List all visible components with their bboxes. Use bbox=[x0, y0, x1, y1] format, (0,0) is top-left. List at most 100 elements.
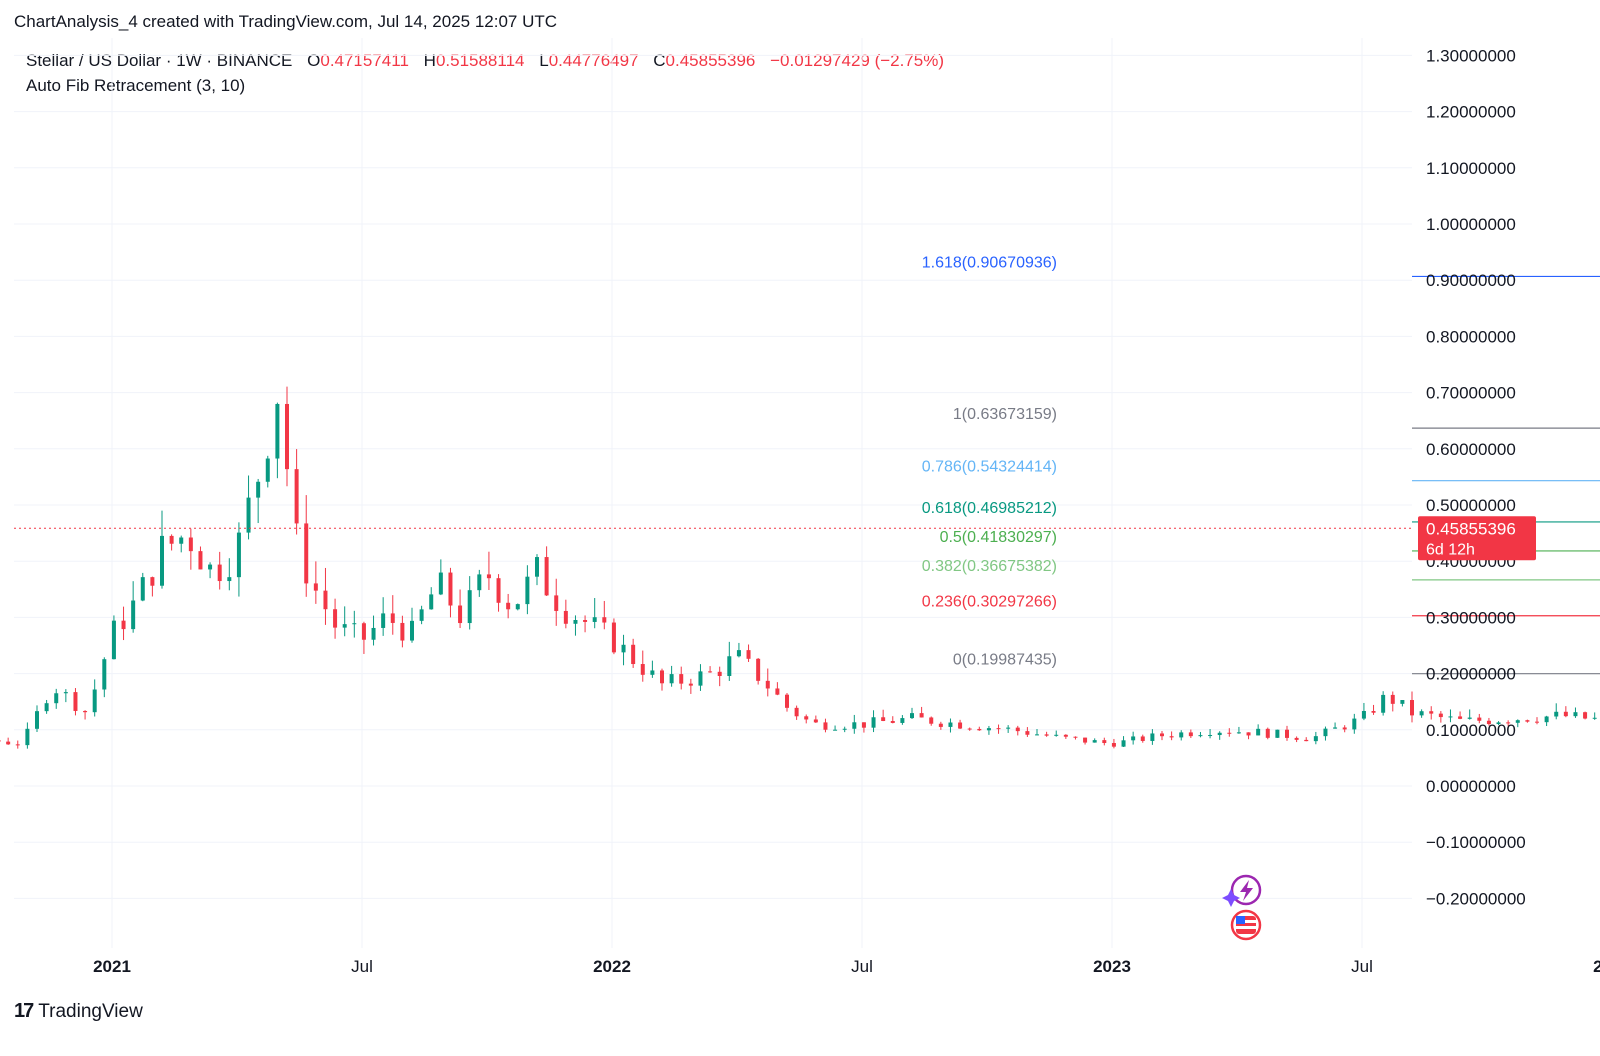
candle bbox=[1188, 729, 1193, 739]
candle bbox=[35, 705, 39, 732]
candle-body bbox=[150, 577, 155, 586]
tradingview-logo-icon: 17 bbox=[14, 1000, 34, 1022]
candle bbox=[227, 558, 232, 591]
time-tick-label: Jul bbox=[351, 957, 373, 976]
candle bbox=[1583, 711, 1588, 720]
time-axis[interactable]: 2021Jul2022Jul2023Jul2024Jul2025Jul2026 bbox=[93, 957, 1600, 976]
candle bbox=[1563, 706, 1568, 718]
candle-body bbox=[140, 577, 145, 601]
candle-body bbox=[313, 583, 318, 591]
candle-body bbox=[929, 717, 934, 724]
candle bbox=[1525, 719, 1530, 723]
candle-body bbox=[717, 671, 722, 677]
candle-body bbox=[1073, 736, 1078, 738]
candle bbox=[467, 576, 472, 630]
candle bbox=[958, 719, 963, 730]
candle bbox=[1179, 730, 1184, 741]
candle bbox=[496, 574, 501, 612]
candle bbox=[861, 722, 866, 733]
candle bbox=[977, 726, 982, 731]
candle-body bbox=[294, 469, 299, 524]
price-tick-label: 0.00000000 bbox=[1426, 777, 1516, 796]
candle-body bbox=[1458, 716, 1463, 719]
current-price-badge[interactable] bbox=[1418, 516, 1536, 561]
candle bbox=[1121, 736, 1126, 747]
candle bbox=[1486, 717, 1491, 726]
candle-body bbox=[1111, 743, 1116, 747]
candle bbox=[15, 740, 20, 749]
candle-body bbox=[544, 557, 549, 596]
candle-body bbox=[63, 692, 68, 694]
candle-body bbox=[1477, 717, 1482, 721]
candle bbox=[400, 615, 405, 648]
candle-body bbox=[1554, 711, 1559, 717]
candle bbox=[650, 660, 655, 678]
candle bbox=[506, 593, 511, 619]
candle-body bbox=[73, 692, 78, 711]
candle bbox=[1092, 738, 1097, 743]
price-tick-label: 0.60000000 bbox=[1426, 440, 1516, 459]
candle-body bbox=[410, 620, 414, 641]
indicator-label[interactable]: Auto Fib Retracement (3, 10) bbox=[26, 76, 246, 95]
candle-body bbox=[1400, 700, 1405, 704]
candle-body bbox=[1044, 734, 1049, 736]
candle-body bbox=[25, 728, 30, 746]
candle-body bbox=[611, 622, 616, 653]
candle-body bbox=[1035, 734, 1039, 736]
candle-body bbox=[1371, 711, 1376, 713]
lightning-icon[interactable] bbox=[1222, 874, 1262, 907]
candle bbox=[1275, 729, 1280, 738]
candle-body bbox=[1054, 734, 1059, 736]
candle bbox=[1169, 731, 1174, 741]
candle-body bbox=[583, 620, 588, 622]
candle-body bbox=[1217, 732, 1222, 736]
candle-body bbox=[967, 728, 972, 730]
candle bbox=[1410, 691, 1414, 723]
tradingview-branding[interactable]: 17 TradingView bbox=[14, 1000, 143, 1023]
price-axis[interactable]: 1.30000000 1.20000000 1.10000000 1.00000000… bbox=[1418, 46, 1536, 908]
candle bbox=[1544, 715, 1549, 727]
candle-body bbox=[804, 716, 809, 720]
candle-body bbox=[111, 620, 116, 660]
candle-body bbox=[352, 623, 357, 625]
candle bbox=[698, 664, 703, 691]
candle-body bbox=[515, 604, 520, 610]
candle-body bbox=[861, 722, 866, 728]
price-tick-label: 0.10000000 bbox=[1426, 721, 1516, 740]
candle-body bbox=[188, 537, 193, 552]
candle bbox=[1111, 738, 1116, 749]
candle bbox=[1352, 713, 1357, 734]
candle bbox=[660, 668, 664, 691]
candle-body bbox=[323, 590, 328, 610]
candle-body bbox=[1486, 720, 1491, 725]
candle bbox=[881, 709, 886, 722]
candle-body bbox=[1496, 722, 1501, 725]
candle-body bbox=[986, 728, 991, 731]
candle-body bbox=[1506, 722, 1511, 724]
price-tick-label: −0.20000000 bbox=[1426, 889, 1526, 908]
price-tick-label: 1.30000000 bbox=[1426, 46, 1516, 65]
candle-body bbox=[669, 674, 674, 684]
candle bbox=[525, 565, 530, 615]
candle bbox=[631, 638, 636, 668]
candle bbox=[477, 569, 482, 597]
candle-body bbox=[631, 644, 636, 665]
candle bbox=[1506, 720, 1511, 726]
candle bbox=[1390, 691, 1395, 712]
candle-body bbox=[727, 656, 732, 677]
candle-body bbox=[160, 535, 164, 586]
fib-label: 1(0.63673159) bbox=[953, 406, 1057, 423]
current-price-label: 0.45855396 bbox=[1426, 519, 1516, 538]
us-flag-icon[interactable] bbox=[1230, 909, 1262, 941]
candle-body bbox=[679, 674, 684, 684]
event-markers[interactable] bbox=[1222, 874, 1262, 941]
candle bbox=[1208, 729, 1213, 739]
candle-body bbox=[1544, 716, 1549, 723]
candle-body bbox=[1448, 716, 1453, 718]
candle-body bbox=[256, 481, 261, 498]
candle bbox=[448, 567, 453, 618]
candle bbox=[929, 716, 934, 726]
candle-body bbox=[640, 664, 645, 675]
price-chart[interactable]: 1.618(0.90670936) 1(0.63673159) 0.786(0.54… bbox=[0, 0, 1600, 1000]
candle-body bbox=[919, 713, 924, 718]
